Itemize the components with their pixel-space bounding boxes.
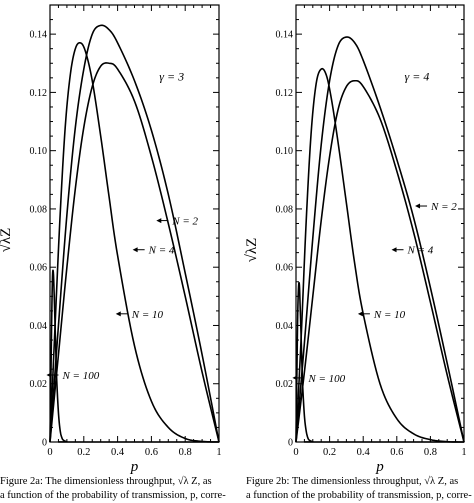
chart-canvas: 0 0.2 0.4 0.6 0.8 1 0 0.02 0.04 0.06 0.08 0.10 0.12 0…: [0, 4, 467, 475]
curve-n4: [49, 62, 220, 443]
curve-n100: [49, 269, 219, 443]
label-arrowhead-n10: [115, 311, 121, 317]
y-tick-label: 0: [288, 438, 293, 449]
series-label-n2: N = 2: [430, 201, 457, 213]
x-axis-label: p: [130, 459, 139, 475]
x-tick-label: 0.2: [323, 447, 336, 458]
y-tick-label: 0.06: [276, 263, 294, 274]
y-tick-label: 0.14: [276, 30, 294, 41]
label-arrowhead-n100: [46, 372, 52, 378]
caption-figure-2a: Figure 2a: The dimensionless throughput,…: [0, 475, 230, 503]
curve-n2: [49, 24, 220, 443]
y-tick-label: 0.12: [30, 88, 48, 99]
x-tick-label: 0: [47, 447, 52, 458]
y-axis-label: √λZ: [0, 228, 14, 253]
y-tick-label: 0.14: [30, 30, 48, 41]
caption-2a-line-2: a function of the probability of transmi…: [0, 490, 226, 501]
caption-2b-line-1: Figure 2b: The dimensionless throughput,…: [246, 476, 459, 487]
panel-2b: 0 0.2 0.4 0.6 0.8 1 0 0.02 0.04 0.06 0.08 0.10 0.12 0…: [244, 4, 467, 475]
x-tick-label: 0.6: [145, 447, 158, 458]
y-tick-label: 0.08: [30, 204, 48, 215]
y-tick-label: 0.10: [276, 146, 294, 157]
label-arrowhead-n4: [391, 247, 397, 253]
y-tick-label: 0.10: [30, 146, 48, 157]
curve-n4: [295, 79, 465, 443]
caption-2a-line-1: Figure 2a: The dimensionless throughput,…: [0, 476, 212, 487]
curve-n2: [295, 36, 465, 443]
x-tick-label: 0.8: [424, 447, 437, 458]
label-arrowhead-n100: [292, 375, 298, 381]
x-tick-label: 1: [461, 447, 466, 458]
curve-n10: [295, 67, 465, 443]
series-label-n4: N = 4: [148, 245, 175, 257]
panel-2a: 0 0.2 0.4 0.6 0.8 1 0 0.02 0.04 0.06 0.08 0.10 0.12 0…: [0, 4, 222, 475]
x-tick-label: 0.2: [77, 447, 90, 458]
label-arrowhead-n2: [156, 218, 162, 224]
series-label-n100: N = 100: [61, 370, 99, 382]
series-label-n10: N = 10: [373, 309, 406, 321]
gamma-annotation: γ = 3: [159, 70, 184, 84]
series-label-n4: N = 4: [407, 245, 434, 257]
x-tick-label: 1: [216, 447, 221, 458]
y-axis-label: √λZ: [244, 238, 260, 263]
curve-n10: [49, 41, 220, 443]
curve-n100: [295, 281, 464, 443]
label-arrowhead-n10: [357, 311, 363, 317]
x-tick-label: 0.6: [390, 447, 403, 458]
y-tick-label: 0.02: [276, 379, 294, 390]
label-arrowhead-n2: [415, 203, 421, 209]
series-label-n10: N = 10: [131, 309, 164, 321]
y-tick-label: 0.04: [30, 321, 48, 332]
y-tick-label: 0: [42, 438, 47, 449]
caption-2b-line-2: a function of the probability of transmi…: [246, 490, 472, 501]
series-label-n100: N = 100: [307, 373, 345, 385]
y-tick-label: 0.08: [276, 204, 294, 215]
x-tick-label: 0.8: [179, 447, 192, 458]
x-tick-label: 0.4: [111, 447, 125, 458]
label-arrowhead-n4: [132, 247, 138, 253]
y-tick-label: 0.12: [276, 88, 294, 99]
gamma-annotation: γ = 4: [405, 70, 430, 84]
y-tick-label: 0.06: [30, 263, 48, 274]
y-tick-label: 0.02: [30, 379, 48, 390]
y-tick-label: 0.04: [276, 321, 294, 332]
caption-figure-2b: Figure 2b: The dimensionless throughput,…: [246, 475, 474, 503]
x-tick-label: 0: [293, 447, 298, 458]
x-axis-label: p: [375, 459, 384, 475]
x-tick-label: 0.4: [357, 447, 371, 458]
series-label-n2: N = 2: [171, 216, 198, 228]
